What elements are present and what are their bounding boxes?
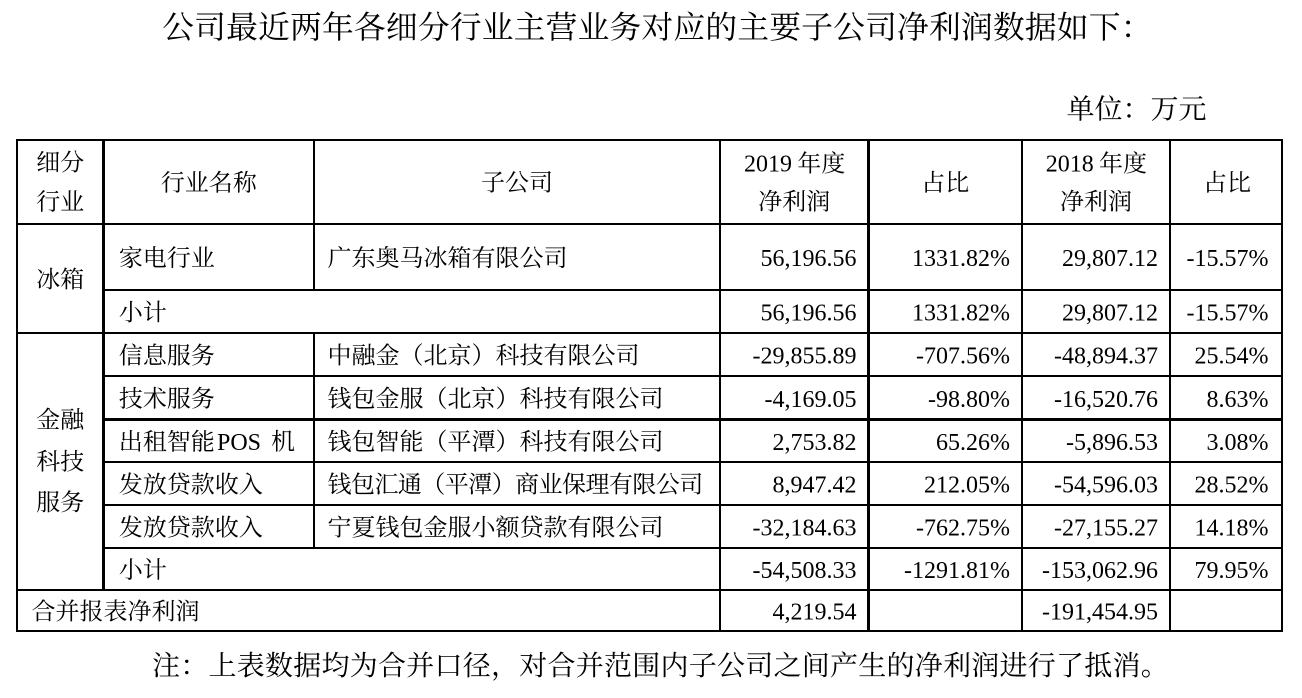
svg-text:-15.57%: -15.57% bbox=[1187, 301, 1269, 327]
svg-text:-48,894.37: -48,894.37 bbox=[1054, 344, 1158, 370]
svg-text:-32,184.63: -32,184.63 bbox=[753, 516, 857, 542]
svg-text:2019: 2019 bbox=[744, 152, 792, 178]
svg-text:4,219.54: 4,219.54 bbox=[773, 600, 857, 626]
svg-text:-153,062.96: -153,062.96 bbox=[1042, 558, 1158, 584]
svg-text:29,807.12: 29,807.12 bbox=[1062, 246, 1158, 272]
svg-text:-707.56%: -707.56% bbox=[916, 344, 1010, 370]
svg-text:2,753.82: 2,753.82 bbox=[773, 430, 857, 456]
svg-text:-4,169.05: -4,169.05 bbox=[765, 387, 857, 413]
svg-text:8.63%: 8.63% bbox=[1207, 387, 1269, 413]
svg-text:-5,896.53: -5,896.53 bbox=[1066, 430, 1158, 456]
svg-text:-191,454.95: -191,454.95 bbox=[1042, 600, 1158, 626]
svg-text:65.26%: 65.26% bbox=[936, 430, 1010, 456]
svg-text:-98.80%: -98.80% bbox=[928, 387, 1010, 413]
svg-text:29,807.12: 29,807.12 bbox=[1062, 301, 1158, 327]
svg-text:-16,520.76: -16,520.76 bbox=[1054, 387, 1158, 413]
svg-text:1331.82%: 1331.82% bbox=[912, 301, 1010, 327]
svg-text:-54,596.03: -54,596.03 bbox=[1054, 473, 1158, 499]
svg-text:56,196.56: 56,196.56 bbox=[761, 301, 857, 327]
svg-text:212.05%: 212.05% bbox=[924, 473, 1010, 499]
svg-text:POS: POS bbox=[217, 430, 261, 456]
svg-text:25.54%: 25.54% bbox=[1195, 344, 1269, 370]
svg-text:-54,508.33: -54,508.33 bbox=[753, 558, 857, 584]
svg-text:1331.82%: 1331.82% bbox=[912, 246, 1010, 272]
svg-text:14.18%: 14.18% bbox=[1195, 516, 1269, 542]
svg-text:-29,855.89: -29,855.89 bbox=[753, 344, 857, 370]
svg-text:-15.57%: -15.57% bbox=[1187, 246, 1269, 272]
svg-text:8,947.42: 8,947.42 bbox=[773, 473, 857, 499]
svg-text:-1291.81%: -1291.81% bbox=[904, 558, 1010, 584]
svg-text:-27,155.27: -27,155.27 bbox=[1054, 516, 1158, 542]
svg-text:3.08%: 3.08% bbox=[1207, 430, 1269, 456]
svg-text:2018: 2018 bbox=[1046, 152, 1094, 178]
svg-text:28.52%: 28.52% bbox=[1195, 473, 1269, 499]
svg-text:56,196.56: 56,196.56 bbox=[761, 246, 857, 272]
svg-text:-762.75%: -762.75% bbox=[916, 516, 1010, 542]
svg-text:79.95%: 79.95% bbox=[1195, 558, 1269, 584]
